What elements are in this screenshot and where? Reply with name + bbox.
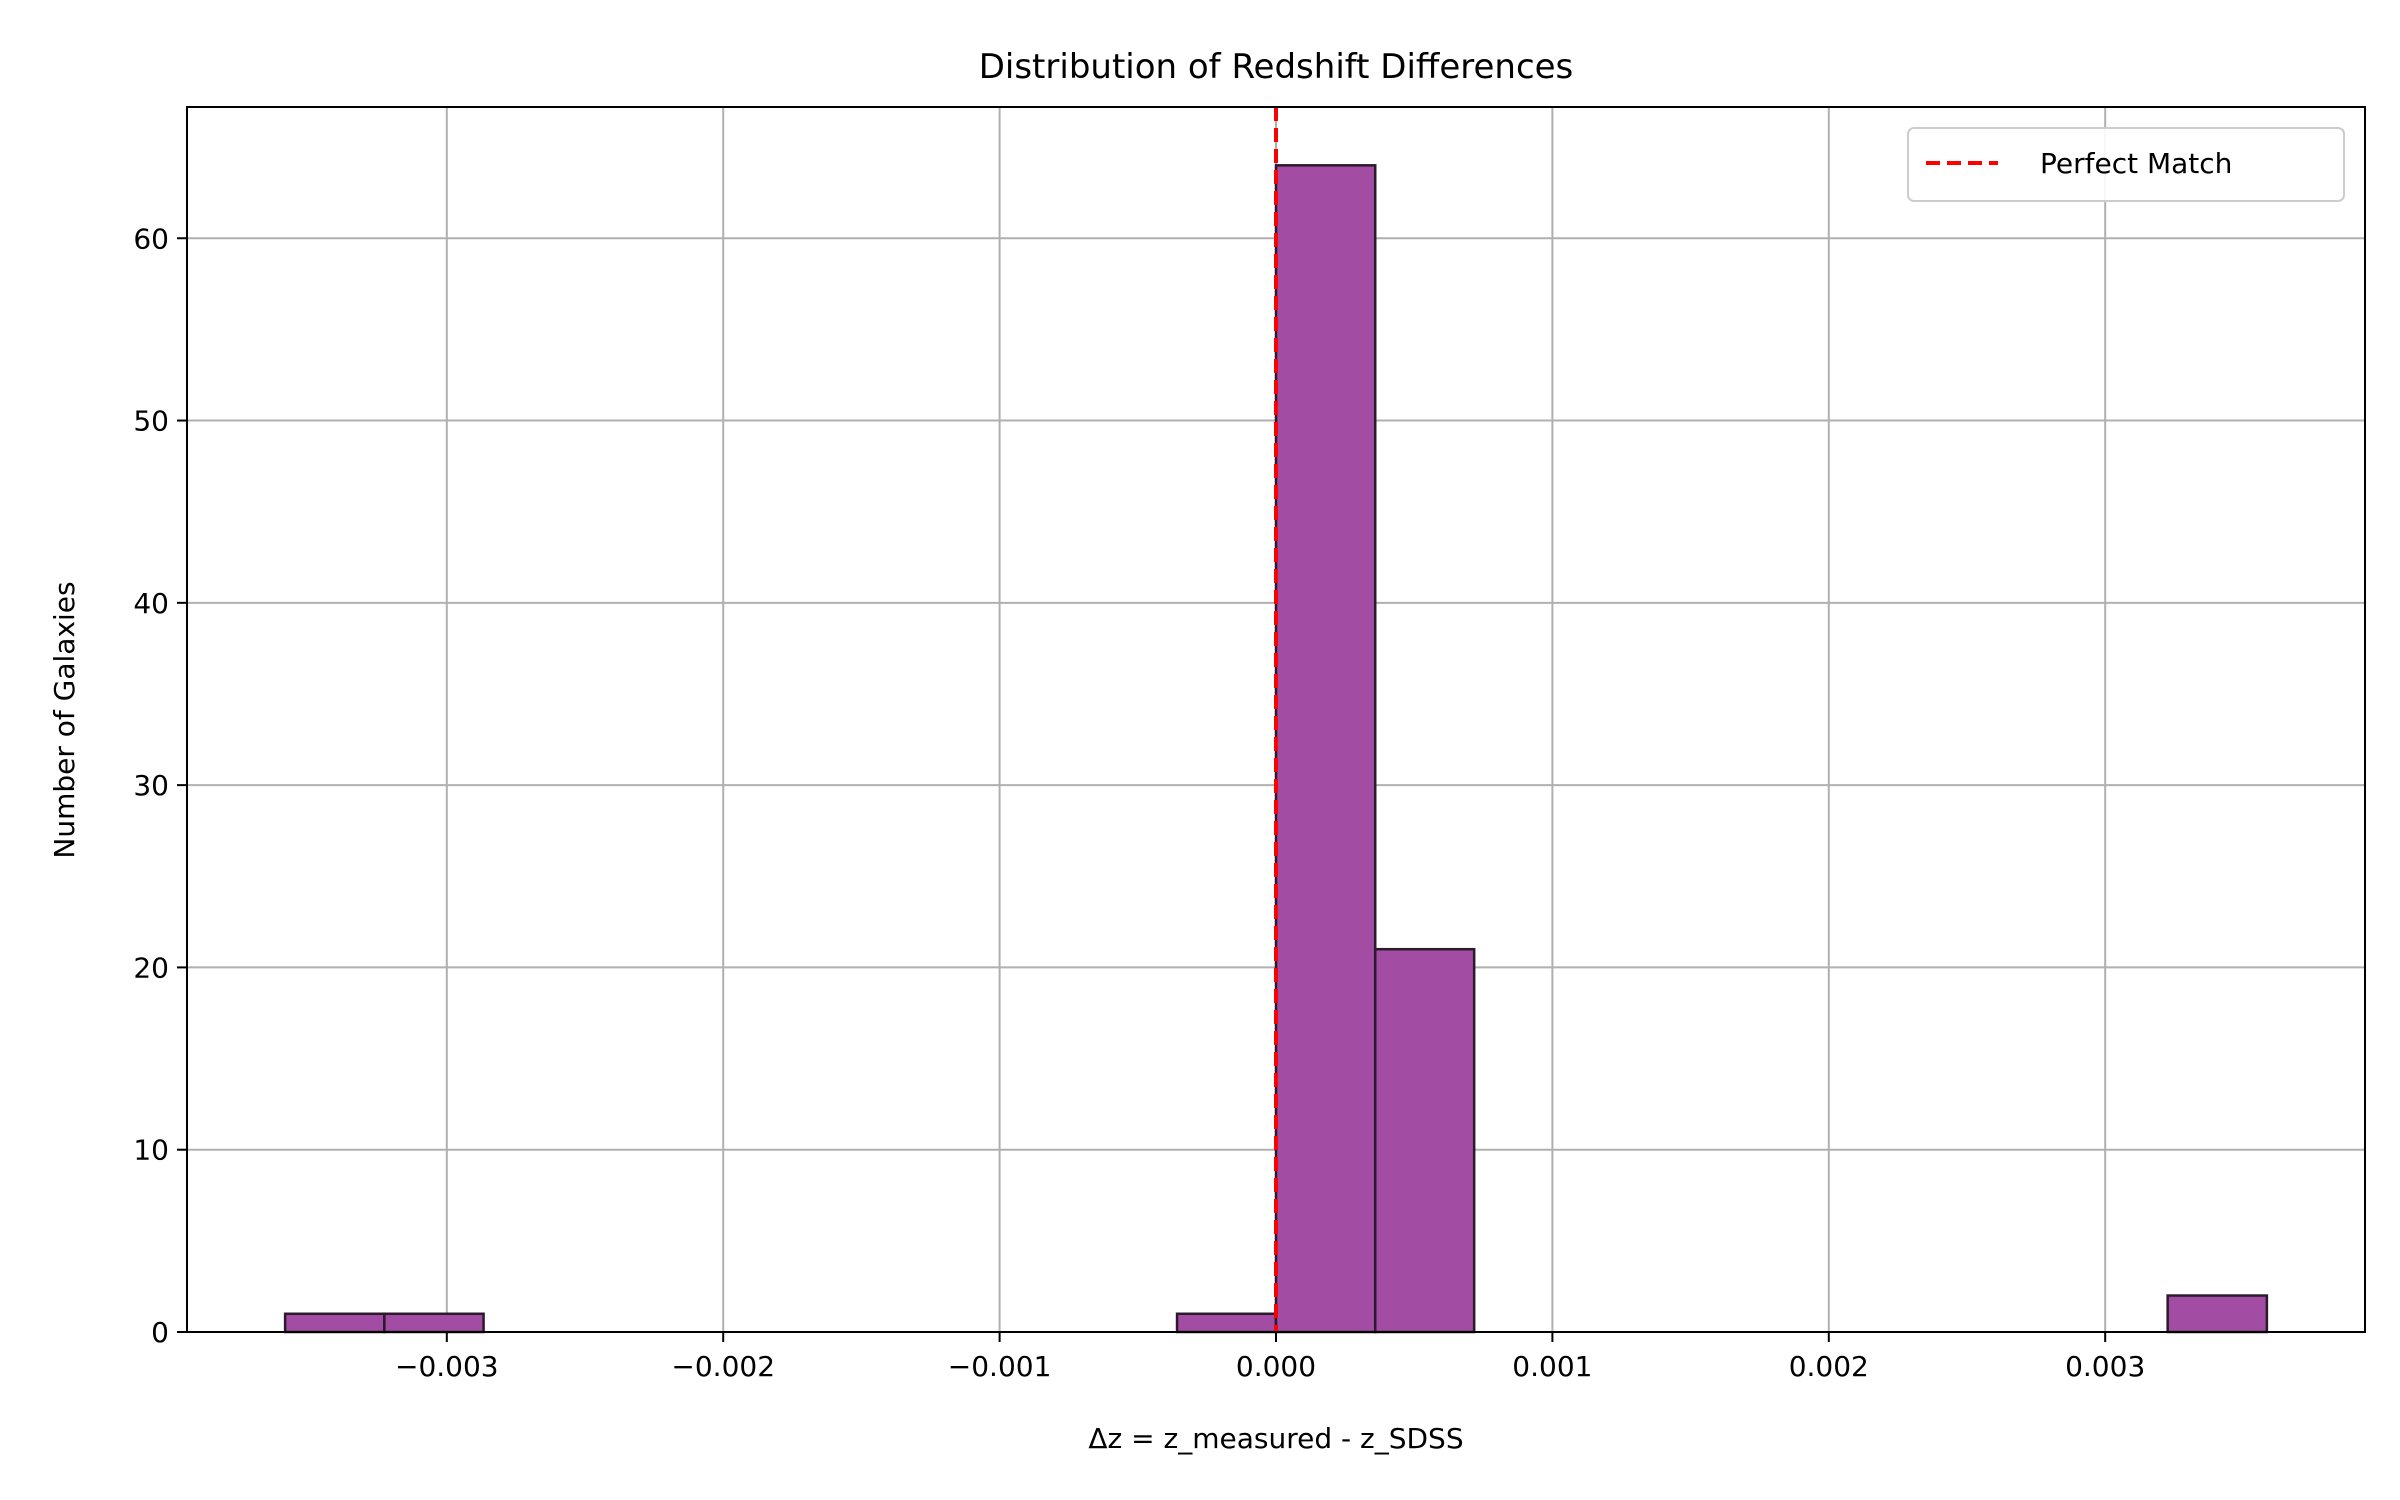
y-tick-label-3: 30 bbox=[133, 769, 169, 802]
histogram-bar-3 bbox=[1274, 164, 1377, 1334]
y-tick-label-6: 60 bbox=[133, 222, 169, 255]
x-tick-label-3: 0.000 bbox=[1236, 1350, 1316, 1383]
y-tick-label-5: 50 bbox=[133, 405, 169, 438]
y-axis-ticks: 0 10 20 30 40 50 60 bbox=[133, 222, 187, 1349]
y-axis-label: Number of Galaxies bbox=[48, 581, 81, 858]
y-tick-label-0: 0 bbox=[151, 1316, 169, 1349]
y-tick-label-1: 10 bbox=[133, 1134, 169, 1167]
x-tick-label-2: −0.001 bbox=[948, 1350, 1052, 1383]
histogram-bar-1 bbox=[383, 1312, 485, 1334]
x-tick-label-5: 0.002 bbox=[1789, 1350, 1869, 1383]
x-tick-label-6: 0.003 bbox=[2065, 1350, 2145, 1383]
legend-label: Perfect Match bbox=[2040, 147, 2232, 180]
histogram-bar-5 bbox=[2166, 1294, 2269, 1334]
legend: Perfect Match bbox=[1907, 127, 2345, 202]
legend-box bbox=[1907, 127, 2345, 202]
x-tick-label-1: −0.002 bbox=[671, 1350, 775, 1383]
histogram-bar-0 bbox=[283, 1312, 386, 1334]
x-tick-label-4: 0.001 bbox=[1512, 1350, 1592, 1383]
x-axis-ticks: −0.003 −0.002 −0.001 0.000 0.001 0.002 0.003 bbox=[395, 1332, 2145, 1383]
y-tick-label-2: 20 bbox=[133, 951, 169, 984]
y-tick-label-4: 40 bbox=[133, 587, 169, 620]
x-tick-label-0: −0.003 bbox=[395, 1350, 499, 1383]
histogram-bar-2 bbox=[1175, 1312, 1278, 1334]
x-axis-label: Δz = z_measured - z_SDSS bbox=[1088, 1422, 1463, 1455]
chart-title: Distribution of Redshift Differences bbox=[979, 47, 1574, 87]
histogram-bar-4 bbox=[1373, 947, 1476, 1334]
